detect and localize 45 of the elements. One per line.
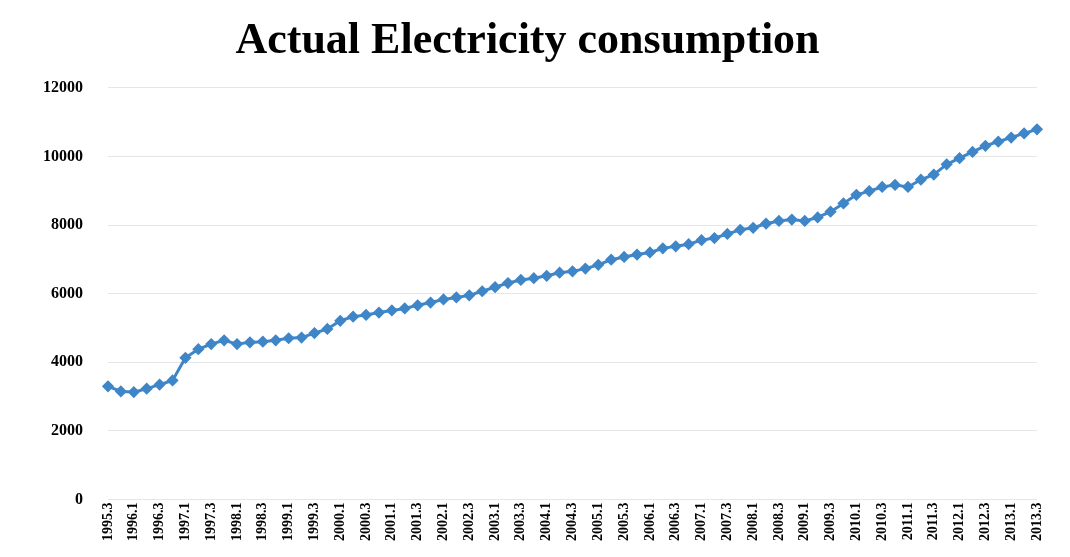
x-tick-label: 2005.1: [589, 502, 605, 541]
x-tick-label: 2004.3: [564, 502, 580, 541]
x-tick-label: 2008.3: [770, 502, 786, 541]
x-tick-label: 2007.1: [693, 502, 709, 541]
x-tick-label: 2005.3: [615, 502, 631, 541]
x-tick-label: 1998.3: [254, 502, 270, 541]
x-tick-label: 2006.1: [641, 502, 657, 541]
x-tick-label: 2013.1: [1002, 502, 1018, 541]
y-tick-label: 4000: [51, 352, 83, 370]
x-tick-label: 2002.1: [435, 502, 451, 541]
x-tick-label: 2011.1: [899, 502, 915, 541]
x-tick-label: 2004.1: [538, 502, 554, 541]
x-tick-label: 2013.3: [1028, 502, 1044, 541]
x-tick-label: 2000.3: [357, 502, 373, 541]
y-tick-label: 0: [75, 489, 83, 507]
x-tick-label: 2010.3: [873, 502, 889, 541]
x-tick-label: 1998.1: [228, 502, 244, 541]
x-tick-label: 1999.1: [280, 502, 296, 541]
y-tick-label: 12000: [43, 77, 83, 95]
x-tick-label: 2003.3: [512, 502, 528, 541]
x-tick-label: 2009.3: [822, 502, 838, 541]
x-tick-label: 2008.1: [744, 502, 760, 541]
x-tick-label: 1997.1: [177, 502, 193, 541]
x-tick-label: 2012.1: [951, 502, 967, 541]
y-tick-label: 2000: [51, 421, 83, 439]
y-tick-label: 6000: [51, 283, 83, 301]
y-tick-label: 8000: [51, 215, 83, 233]
x-tick-label: 1999.3: [306, 502, 322, 541]
x-tick-label: 2012.3: [977, 502, 992, 541]
x-tick-label: 2006.3: [667, 502, 683, 541]
x-tick-label: 2009.1: [796, 502, 812, 541]
x-tick-label: 2001.1: [383, 502, 399, 541]
x-tick-label: 2001.3: [409, 502, 425, 541]
x-tick-label: 2002.3: [460, 502, 476, 541]
x-tick-label: 1997.3: [202, 502, 218, 541]
x-tick-label: 1996.3: [151, 502, 167, 541]
x-tick-label: 2010.1: [847, 502, 863, 541]
x-tick-label: 2000.1: [331, 502, 347, 541]
y-tick-label: 10000: [43, 146, 83, 164]
x-tick-label: 2007.3: [718, 502, 734, 541]
x-tick-label: 1995.3: [99, 502, 115, 541]
x-tick-label: 2011.3: [925, 502, 941, 541]
x-tick-label: 1996.1: [125, 502, 141, 541]
x-tick-label: 2003.1: [486, 502, 502, 541]
chart-title: Actual Electricity consumption: [235, 13, 820, 63]
